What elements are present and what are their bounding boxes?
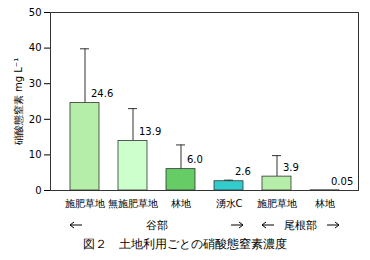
svg-text:40: 40 — [29, 42, 42, 53]
svg-text:10: 10 — [29, 149, 42, 160]
svg-text:24.6: 24.6 — [91, 88, 113, 99]
svg-text:林地: 林地 — [314, 198, 335, 209]
svg-text:6.0: 6.0 — [187, 154, 203, 165]
svg-text:3.9: 3.9 — [283, 162, 299, 173]
svg-text:林地: 林地 — [170, 198, 191, 209]
svg-text:50: 50 — [29, 7, 42, 18]
svg-text:30: 30 — [29, 78, 42, 89]
svg-text:無施肥草地: 無施肥草地 — [108, 198, 158, 209]
svg-text:2.6: 2.6 — [235, 166, 251, 177]
svg-text:尾根部: 尾根部 — [284, 219, 317, 232]
svg-text:谷部: 谷部 — [146, 219, 168, 232]
svg-text:湧水C: 湧水C — [216, 198, 243, 209]
svg-text:13.9: 13.9 — [139, 126, 161, 137]
svg-text:0.05: 0.05 — [331, 176, 353, 187]
svg-text:0: 0 — [35, 185, 41, 196]
svg-text:施肥草地: 施肥草地 — [65, 198, 105, 209]
svg-text:硝酸態窒素 mg L⁻¹: 硝酸態窒素 mg L⁻¹ — [13, 58, 24, 146]
svg-text:20: 20 — [29, 114, 42, 125]
html-text:図２ 土地利用ごとの硝酸態窒素濃度: 図２ 土地利用ごとの硝酸態窒素濃度 — [83, 237, 287, 251]
svg-text:施肥草地: 施肥草地 — [257, 198, 297, 209]
